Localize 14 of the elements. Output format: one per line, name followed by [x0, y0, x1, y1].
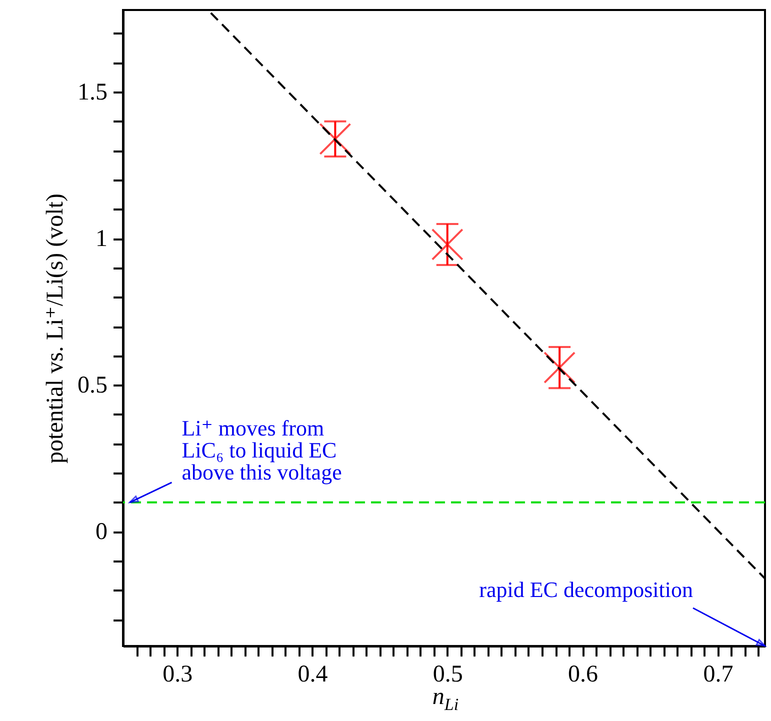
point [544, 352, 576, 384]
point [431, 228, 464, 260]
x-tick-label: 0.6 [568, 662, 598, 688]
point [319, 122, 352, 155]
y-tick-label: 1.5 [78, 80, 108, 106]
x-tick-label: 0.4 [298, 662, 328, 688]
annotation: rapid EC decomposition [479, 577, 693, 602]
y-tick-label: 1 [96, 226, 108, 252]
x-tick-label: 0.7 [703, 662, 734, 688]
annotation: Li⁺ moves from LiC₆ to liquid EC above this voltage [182, 415, 342, 484]
x-tick-label: 0.3 [162, 662, 193, 688]
y-tick-label: 0 [96, 519, 108, 546]
y-tick-label: 0.5 [78, 372, 108, 399]
y-axis-title: potential vs. Li⁺/Li(s) (volt) [42, 194, 68, 464]
